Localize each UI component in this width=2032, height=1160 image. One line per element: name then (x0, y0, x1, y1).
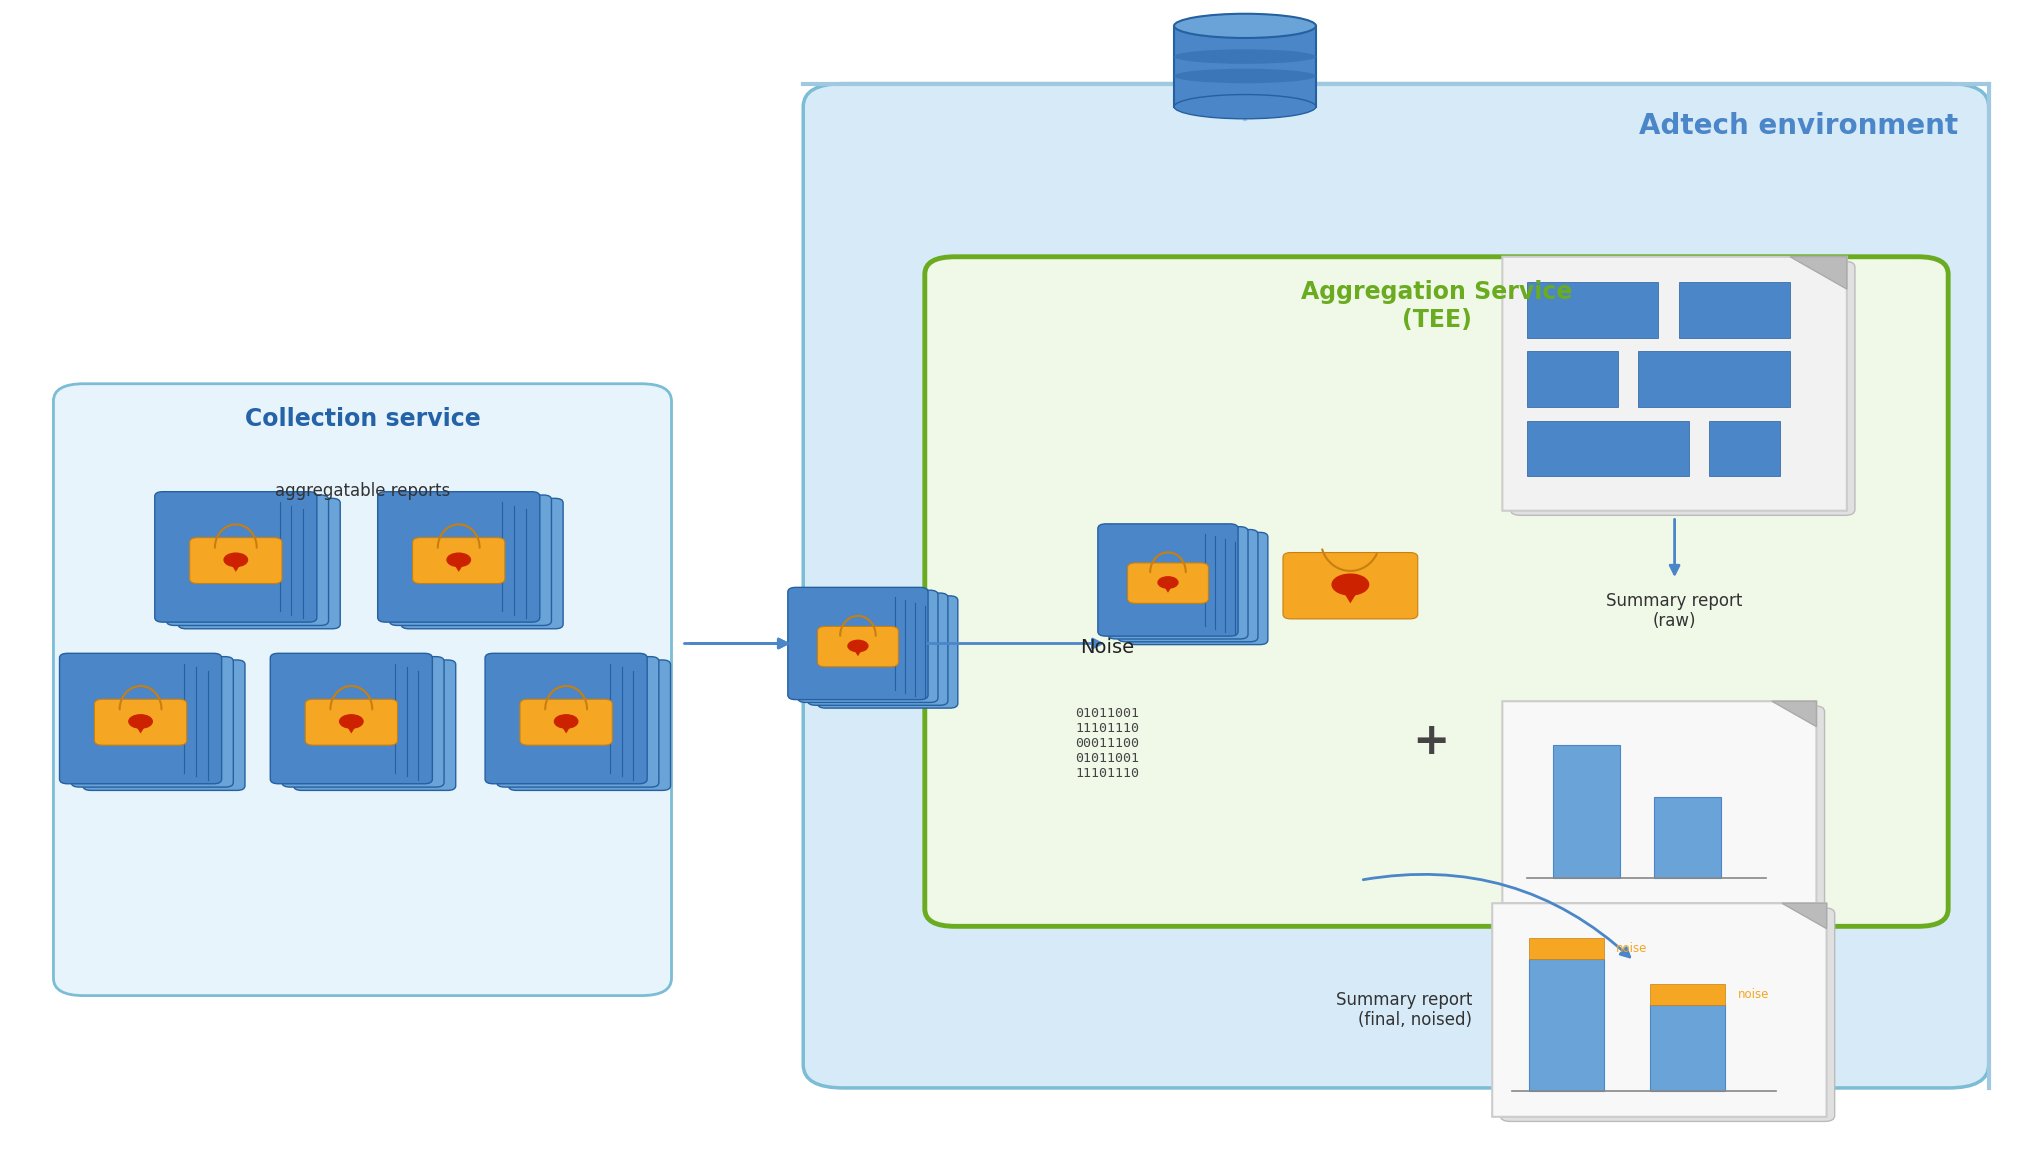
Circle shape (555, 715, 577, 728)
FancyBboxPatch shape (508, 660, 671, 790)
Bar (1650, 984, 1725, 1005)
Text: Collection service: Collection service (244, 407, 480, 430)
FancyBboxPatch shape (1510, 261, 1855, 515)
FancyBboxPatch shape (788, 587, 929, 699)
Bar (1528, 938, 1603, 958)
FancyBboxPatch shape (1491, 904, 1827, 1117)
FancyBboxPatch shape (400, 499, 563, 629)
Polygon shape (343, 723, 358, 733)
FancyBboxPatch shape (803, 84, 1989, 1088)
Ellipse shape (1174, 50, 1317, 64)
FancyBboxPatch shape (1128, 532, 1268, 645)
FancyBboxPatch shape (59, 653, 221, 784)
Polygon shape (1790, 256, 1847, 289)
Circle shape (128, 715, 152, 728)
FancyBboxPatch shape (1502, 701, 1817, 904)
Text: Summary report
(final, noised): Summary report (final, noised) (1335, 991, 1471, 1029)
FancyBboxPatch shape (83, 660, 246, 790)
FancyBboxPatch shape (390, 495, 551, 625)
Bar (1709, 421, 1780, 476)
Text: Aggregation Service
(TEE): Aggregation Service (TEE) (1300, 280, 1573, 332)
Polygon shape (1782, 904, 1827, 929)
Text: Noise: Noise (1081, 638, 1134, 657)
FancyBboxPatch shape (1118, 529, 1258, 641)
FancyBboxPatch shape (1500, 908, 1835, 1122)
Bar (1654, 797, 1721, 878)
Bar (1638, 351, 1790, 407)
Circle shape (224, 553, 248, 566)
Bar (1528, 958, 1603, 1092)
FancyBboxPatch shape (270, 653, 433, 784)
FancyBboxPatch shape (486, 653, 646, 784)
Polygon shape (1339, 586, 1361, 603)
Polygon shape (1772, 701, 1817, 726)
Polygon shape (230, 560, 244, 572)
Polygon shape (559, 723, 573, 733)
Ellipse shape (1174, 95, 1317, 118)
Text: noise: noise (1737, 988, 1768, 1001)
FancyBboxPatch shape (179, 499, 339, 629)
FancyBboxPatch shape (1510, 705, 1825, 908)
FancyBboxPatch shape (817, 626, 898, 667)
FancyBboxPatch shape (53, 384, 671, 995)
FancyBboxPatch shape (412, 537, 504, 583)
FancyBboxPatch shape (189, 537, 282, 583)
FancyBboxPatch shape (496, 657, 658, 788)
Text: Adtech environment: Adtech environment (1640, 113, 1959, 140)
Bar (1678, 282, 1790, 338)
FancyBboxPatch shape (93, 699, 187, 745)
Circle shape (447, 553, 471, 566)
Circle shape (339, 715, 364, 728)
Polygon shape (134, 723, 148, 733)
FancyBboxPatch shape (1097, 524, 1237, 636)
Bar (1526, 351, 1617, 407)
FancyBboxPatch shape (520, 699, 612, 745)
FancyBboxPatch shape (167, 495, 329, 625)
FancyBboxPatch shape (807, 593, 947, 705)
FancyBboxPatch shape (817, 596, 957, 708)
FancyBboxPatch shape (378, 492, 541, 622)
Text: 01011001
11101110
00011100
01011001
11101110: 01011001 11101110 00011100 01011001 1110… (1075, 706, 1140, 780)
FancyBboxPatch shape (305, 699, 398, 745)
Ellipse shape (1174, 68, 1317, 84)
Text: aggregatable reports: aggregatable reports (274, 481, 451, 500)
Circle shape (1333, 574, 1370, 595)
FancyBboxPatch shape (1502, 256, 1847, 510)
Ellipse shape (1174, 14, 1317, 38)
Circle shape (847, 640, 868, 652)
Polygon shape (851, 646, 864, 657)
FancyBboxPatch shape (1128, 563, 1209, 603)
FancyBboxPatch shape (799, 590, 939, 703)
Text: noise: noise (1615, 942, 1648, 955)
Bar (1526, 282, 1658, 338)
Polygon shape (1162, 583, 1174, 593)
Bar (1526, 421, 1689, 476)
FancyBboxPatch shape (282, 657, 445, 788)
Bar (1650, 1005, 1725, 1092)
FancyBboxPatch shape (71, 657, 234, 788)
FancyBboxPatch shape (1107, 527, 1248, 639)
Polygon shape (451, 560, 465, 572)
FancyBboxPatch shape (925, 256, 1949, 927)
FancyBboxPatch shape (1282, 552, 1418, 619)
FancyBboxPatch shape (154, 492, 317, 622)
FancyBboxPatch shape (293, 660, 455, 790)
Text: +: + (1412, 720, 1451, 763)
Bar (1552, 745, 1620, 878)
Bar (1174, 26, 1317, 107)
Circle shape (1158, 577, 1179, 588)
Text: Summary report
(raw): Summary report (raw) (1607, 592, 1743, 630)
